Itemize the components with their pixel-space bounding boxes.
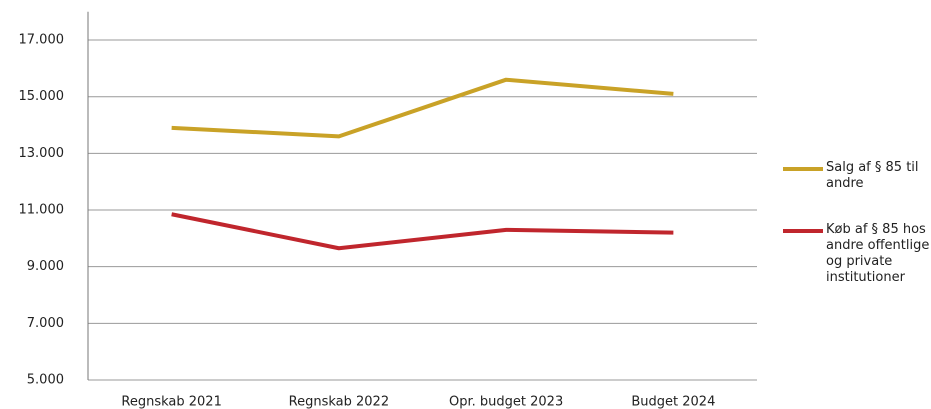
legend-swatch [783,167,823,171]
legend-label: Køb af § 85 hos andre offentlige og priv… [826,222,930,285]
y-tick-label: 17.000 [19,33,65,48]
x-tick-label: Budget 2024 [631,395,715,409]
legend-label: Salg af § 85 til andre [826,160,919,191]
x-tick-label: Opr. budget 2023 [449,395,563,409]
legend-swatch [783,229,823,233]
series-line [171,212,674,251]
y-tick-label: 5.000 [27,373,64,388]
y-tick-label: 13.000 [19,146,65,161]
y-tick-label: 15.000 [19,89,65,104]
series-line [171,77,674,139]
y-tick-label: 11.000 [19,203,65,218]
y-tick-label: 7.000 [27,316,64,331]
x-tick-label: Regnskab 2022 [289,395,389,409]
x-tick-label: Regnskab 2021 [121,395,221,409]
y-tick-label: 9.000 [27,259,64,274]
